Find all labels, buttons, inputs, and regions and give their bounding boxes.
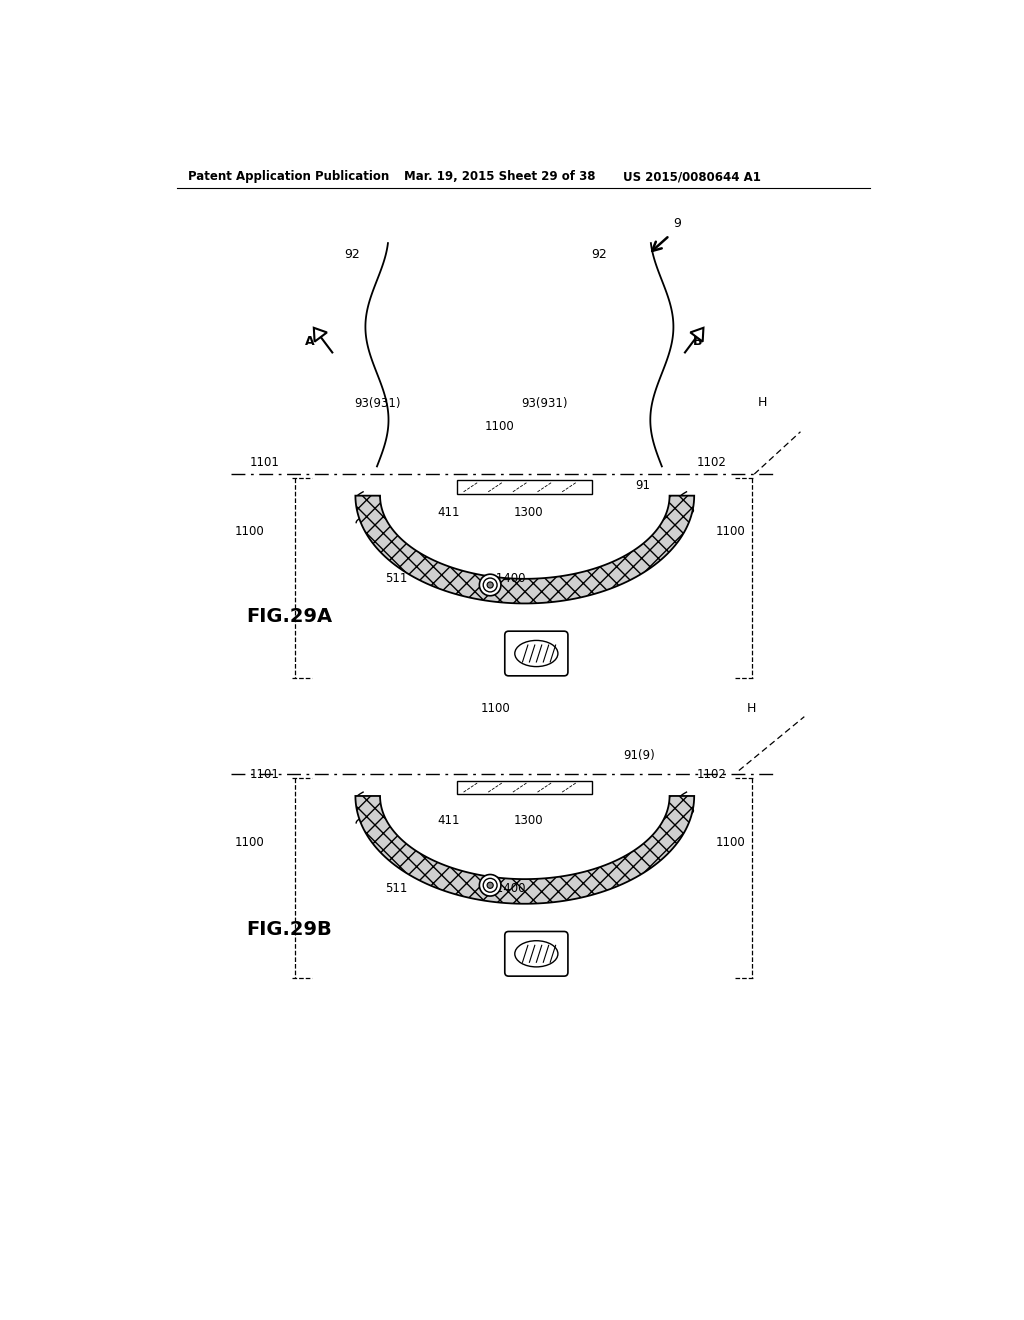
Text: FIG.29A: FIG.29A bbox=[246, 607, 332, 626]
Polygon shape bbox=[313, 327, 327, 342]
Text: 1100: 1100 bbox=[716, 836, 745, 849]
Text: 1101: 1101 bbox=[250, 768, 280, 781]
Text: US 2015/0080644 A1: US 2015/0080644 A1 bbox=[624, 170, 761, 183]
Text: 1100: 1100 bbox=[481, 702, 511, 715]
Text: 1100: 1100 bbox=[716, 525, 745, 539]
Text: Mar. 19, 2015 Sheet 29 of 38: Mar. 19, 2015 Sheet 29 of 38 bbox=[403, 170, 595, 183]
Circle shape bbox=[487, 882, 494, 888]
Text: 411: 411 bbox=[437, 814, 460, 828]
Bar bbox=[458, 480, 592, 494]
Text: 1100: 1100 bbox=[234, 525, 264, 539]
Text: 511: 511 bbox=[385, 572, 407, 585]
Ellipse shape bbox=[515, 941, 558, 966]
Text: 411: 411 bbox=[437, 506, 460, 519]
Polygon shape bbox=[690, 327, 703, 342]
FancyBboxPatch shape bbox=[505, 631, 568, 676]
Text: 9: 9 bbox=[674, 218, 681, 231]
Polygon shape bbox=[355, 796, 694, 904]
Text: —1400: —1400 bbox=[484, 882, 526, 895]
Circle shape bbox=[483, 878, 497, 892]
Text: 1102: 1102 bbox=[696, 768, 726, 781]
Circle shape bbox=[479, 875, 501, 896]
Text: H: H bbox=[746, 702, 756, 715]
Text: B: B bbox=[692, 335, 702, 348]
Text: 1102: 1102 bbox=[696, 455, 726, 469]
Text: 92: 92 bbox=[345, 248, 360, 261]
Text: 91(9): 91(9) bbox=[624, 748, 655, 762]
Circle shape bbox=[479, 574, 501, 595]
Text: 511: 511 bbox=[385, 882, 407, 895]
Circle shape bbox=[483, 578, 497, 591]
Text: 93(931): 93(931) bbox=[354, 397, 400, 409]
Text: FIG.29B: FIG.29B bbox=[246, 920, 332, 940]
Text: 1300: 1300 bbox=[514, 506, 544, 519]
Text: 91: 91 bbox=[635, 479, 650, 492]
Text: 1101: 1101 bbox=[250, 455, 280, 469]
Text: 1100: 1100 bbox=[234, 836, 264, 849]
Text: H: H bbox=[758, 396, 767, 409]
Text: 1100: 1100 bbox=[484, 420, 514, 433]
Bar bbox=[458, 780, 592, 795]
Ellipse shape bbox=[515, 640, 558, 667]
Text: —1400: —1400 bbox=[484, 572, 526, 585]
Circle shape bbox=[487, 582, 494, 589]
FancyBboxPatch shape bbox=[505, 932, 568, 977]
Polygon shape bbox=[355, 496, 694, 603]
Text: Patent Application Publication: Patent Application Publication bbox=[188, 170, 389, 183]
Text: 92: 92 bbox=[591, 248, 607, 261]
Text: A: A bbox=[304, 335, 314, 348]
Text: 93(931): 93(931) bbox=[521, 397, 568, 409]
Text: 1300: 1300 bbox=[514, 814, 544, 828]
